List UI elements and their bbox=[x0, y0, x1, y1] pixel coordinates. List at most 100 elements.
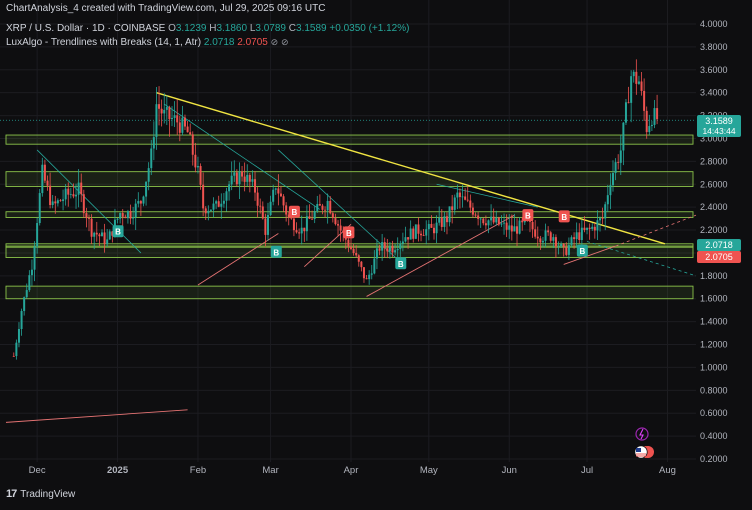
resistance-trendline bbox=[436, 183, 538, 208]
x-tick-label: May bbox=[420, 465, 438, 476]
sell-marker: B bbox=[292, 208, 298, 217]
candle-body bbox=[311, 218, 314, 220]
candle-body bbox=[274, 188, 277, 190]
sell-marker: B bbox=[346, 229, 352, 238]
symbol-title: XRP / U.S. Dollar · 1D · COINBASE bbox=[6, 23, 166, 34]
candle-body bbox=[261, 206, 264, 219]
candle-body bbox=[160, 108, 163, 114]
candle-body bbox=[85, 213, 88, 219]
candle-body bbox=[303, 227, 306, 232]
candle-body bbox=[567, 245, 570, 255]
candle-body bbox=[171, 117, 174, 120]
candle-body bbox=[20, 311, 23, 330]
candle-body bbox=[357, 255, 360, 262]
candle-body bbox=[560, 243, 563, 247]
candle-body bbox=[640, 81, 643, 91]
candle-body bbox=[627, 102, 630, 104]
candle-body bbox=[176, 115, 179, 123]
tradingview-branding[interactable]: 17 TradingView bbox=[6, 488, 75, 500]
y-tick-label: 2.4000 bbox=[700, 202, 728, 212]
candle-body bbox=[295, 230, 298, 233]
support-trendline bbox=[563, 245, 616, 265]
candle-body bbox=[575, 232, 578, 240]
last-price-tag: 3.1589 14:43:44 bbox=[697, 115, 741, 137]
candle-body bbox=[272, 189, 275, 202]
lower-band-tag: 2.0705 bbox=[697, 251, 741, 263]
hide-icon[interactable]: ⊘ bbox=[270, 37, 279, 47]
candle-body bbox=[321, 205, 324, 210]
candle-body bbox=[516, 226, 519, 234]
indicator-legend[interactable]: LuxAlgo - Trendlines with Breaks (14, 1,… bbox=[6, 37, 289, 48]
candle-body bbox=[183, 117, 186, 127]
candle-body bbox=[241, 171, 244, 177]
y-tick-label: 3.0000 bbox=[700, 133, 728, 143]
sell-marker-bg bbox=[558, 210, 570, 223]
candle-body bbox=[433, 227, 436, 234]
countdown-value: 14:43:44 bbox=[702, 126, 735, 136]
low-value: 3.0789 bbox=[255, 23, 286, 34]
candle-body bbox=[75, 194, 78, 197]
candle-body bbox=[238, 171, 241, 185]
candle-body bbox=[557, 246, 560, 248]
candle-body bbox=[365, 278, 368, 280]
candle-body bbox=[505, 222, 508, 230]
candle-body bbox=[56, 200, 59, 204]
candle-body bbox=[531, 221, 534, 230]
candle-body bbox=[248, 174, 251, 182]
candle-body bbox=[368, 274, 371, 280]
candle-body bbox=[150, 148, 153, 169]
x-tick-label: Jul bbox=[581, 465, 593, 476]
symbol-legend[interactable]: XRP / U.S. Dollar · 1D · COINBASE O3.123… bbox=[6, 23, 409, 34]
visibility-icon[interactable]: ⊘ bbox=[280, 37, 289, 47]
candle-body bbox=[409, 228, 412, 240]
candle-body bbox=[38, 193, 41, 224]
candle-body bbox=[33, 246, 36, 270]
candle-body bbox=[487, 220, 490, 226]
candle-body bbox=[464, 196, 467, 200]
candle-body bbox=[362, 267, 365, 279]
candle-body bbox=[635, 71, 638, 84]
close-label: C bbox=[288, 23, 297, 34]
candle-body bbox=[199, 166, 202, 185]
candle-body bbox=[570, 237, 573, 246]
candle-body bbox=[573, 237, 576, 240]
buy-marker: B bbox=[273, 248, 279, 257]
candle-body bbox=[471, 207, 474, 215]
candle-body bbox=[503, 222, 506, 224]
us-flag-icon[interactable] bbox=[634, 445, 654, 459]
zone-band bbox=[5, 134, 694, 145]
candle-body bbox=[256, 192, 259, 206]
candle-body bbox=[119, 213, 122, 219]
candle-body bbox=[49, 185, 52, 206]
candle-body bbox=[54, 201, 57, 204]
candle-body bbox=[30, 269, 33, 276]
candle-body bbox=[191, 134, 194, 155]
candle-body bbox=[453, 197, 456, 210]
lightning-icon[interactable] bbox=[635, 427, 649, 441]
candle-body bbox=[388, 246, 391, 252]
buy-marker-bg bbox=[395, 257, 407, 270]
candle-body bbox=[326, 200, 329, 211]
resistance-trendline bbox=[164, 103, 321, 210]
candle-body bbox=[43, 164, 46, 181]
candle-body bbox=[279, 193, 282, 197]
buy-marker: B bbox=[398, 260, 404, 269]
candle-body bbox=[80, 182, 83, 195]
candle-body bbox=[212, 203, 215, 210]
candle-body bbox=[407, 237, 410, 240]
candle-body bbox=[266, 214, 269, 235]
candle-body bbox=[606, 195, 609, 205]
y-tick-label: 2.6000 bbox=[700, 179, 728, 189]
y-tick-label: 0.4000 bbox=[700, 431, 728, 441]
candle-body bbox=[539, 238, 542, 243]
candle-body bbox=[220, 203, 223, 207]
candle-body bbox=[430, 223, 433, 228]
candle-body bbox=[593, 226, 596, 231]
candle-body bbox=[383, 242, 386, 249]
last-price-value: 3.1589 bbox=[705, 116, 733, 126]
x-tick-label: 2025 bbox=[107, 465, 129, 476]
candle-body bbox=[599, 218, 602, 221]
candle-body bbox=[145, 181, 148, 197]
